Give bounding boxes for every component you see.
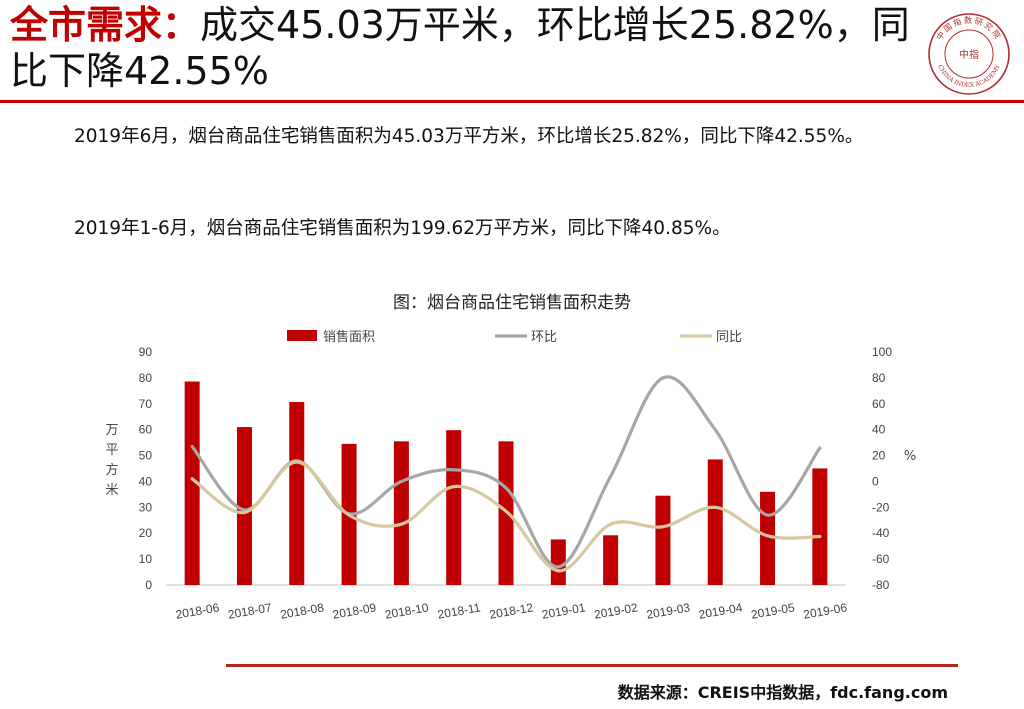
bar-2018-06 xyxy=(184,381,200,585)
x-tick-label: 2018-09 xyxy=(331,600,377,621)
bar-2018-07 xyxy=(236,427,252,585)
footer-divider xyxy=(226,664,958,667)
x-tick-label: 2018-06 xyxy=(175,600,221,621)
bar-2018-08 xyxy=(289,401,305,585)
bar-2019-03 xyxy=(655,495,671,585)
page-title-rest: 成交45.03万平米，环比增长25.82%，同比下降42.55% xyxy=(10,3,910,93)
paragraph-ytd: 2019年1-6月，烟台商品住宅销售面积为199.62万平方米，同比下降40.8… xyxy=(74,218,731,239)
x-tick-label: 2019-02 xyxy=(593,600,639,621)
legend-label-环比: 环比 xyxy=(531,330,557,345)
y-axis-label-char: 米 xyxy=(105,483,118,498)
bar-2019-01 xyxy=(550,539,566,585)
line-series-同比 xyxy=(190,460,822,573)
bar-2018-11 xyxy=(446,430,462,585)
bar-2018-10 xyxy=(393,441,409,585)
y2-tick-label: 100 xyxy=(872,345,892,359)
x-tick-label: 2019-06 xyxy=(802,600,848,621)
y2-tick-label: -60 xyxy=(872,552,890,566)
x-tick-label: 2019-01 xyxy=(541,600,587,621)
y-tick-label: 20 xyxy=(139,526,153,540)
x-tick-label: 2018-07 xyxy=(227,600,273,621)
paragraph-monthly: 2019年6月，烟台商品住宅销售面积为45.03万平方米，环比增长25.82%，… xyxy=(74,126,864,147)
x-tick-label: 2018-11 xyxy=(437,600,482,621)
x-tick-label: 2019-03 xyxy=(645,600,691,621)
y2-tick-label: 40 xyxy=(872,423,886,437)
page-title: 全市需求：成交45.03万平米，环比增长25.82%，同比下降42.55% xyxy=(10,2,910,94)
y2-axis-label: % xyxy=(904,449,916,464)
x-tick-label: 2019-05 xyxy=(750,600,796,621)
y2-tick-label: 0 xyxy=(872,474,879,488)
y-tick-label: 60 xyxy=(139,423,153,437)
data-source: 数据来源：CREIS中指数据，fdc.fang.com xyxy=(617,683,948,702)
chart-title: 图：烟台商品住宅销售面积走势 xyxy=(393,293,631,313)
y2-tick-label: 80 xyxy=(872,371,886,385)
y2-tick-label: -40 xyxy=(872,526,890,540)
x-tick-label: 2018-08 xyxy=(279,600,325,621)
y-axis-label-char: 平 xyxy=(105,443,118,458)
y2-tick-label: 20 xyxy=(872,449,886,463)
x-tick-label: 2019-04 xyxy=(698,600,744,621)
y-tick-label: 70 xyxy=(139,397,153,411)
logo-center-text: 中指 xyxy=(959,48,979,61)
title-divider xyxy=(0,100,1024,103)
page-title-lead: 全市需求： xyxy=(10,3,201,47)
y-tick-label: 0 xyxy=(145,578,152,592)
y2-tick-label: -80 xyxy=(872,578,890,592)
y-tick-label: 10 xyxy=(139,552,153,566)
y-tick-label: 30 xyxy=(139,500,153,514)
y-tick-label: 90 xyxy=(139,345,153,359)
y-axis-label-char: 方 xyxy=(105,462,118,478)
y-tick-label: 40 xyxy=(139,474,153,488)
bar-2019-06 xyxy=(812,468,828,585)
y2-tick-label: -20 xyxy=(872,500,890,514)
y-tick-label: 50 xyxy=(139,449,153,463)
bar-2019-04 xyxy=(707,459,723,585)
legend-label-销售面积: 销售面积 xyxy=(323,329,375,345)
y-tick-label: 80 xyxy=(139,371,153,385)
legend-swatch-销售面积 xyxy=(287,330,317,341)
bar-2019-02 xyxy=(603,535,619,585)
x-tick-label: 2018-10 xyxy=(384,600,430,621)
legend-label-同比: 同比 xyxy=(716,330,742,345)
china-index-academy-logo: 中国指数研究院 CHINA INDEX ACADEMY 中指 xyxy=(928,13,1010,95)
x-tick-label: 2018-12 xyxy=(488,600,534,621)
y-axis-label-char: 万 xyxy=(105,423,118,438)
y2-tick-label: 60 xyxy=(872,397,886,411)
